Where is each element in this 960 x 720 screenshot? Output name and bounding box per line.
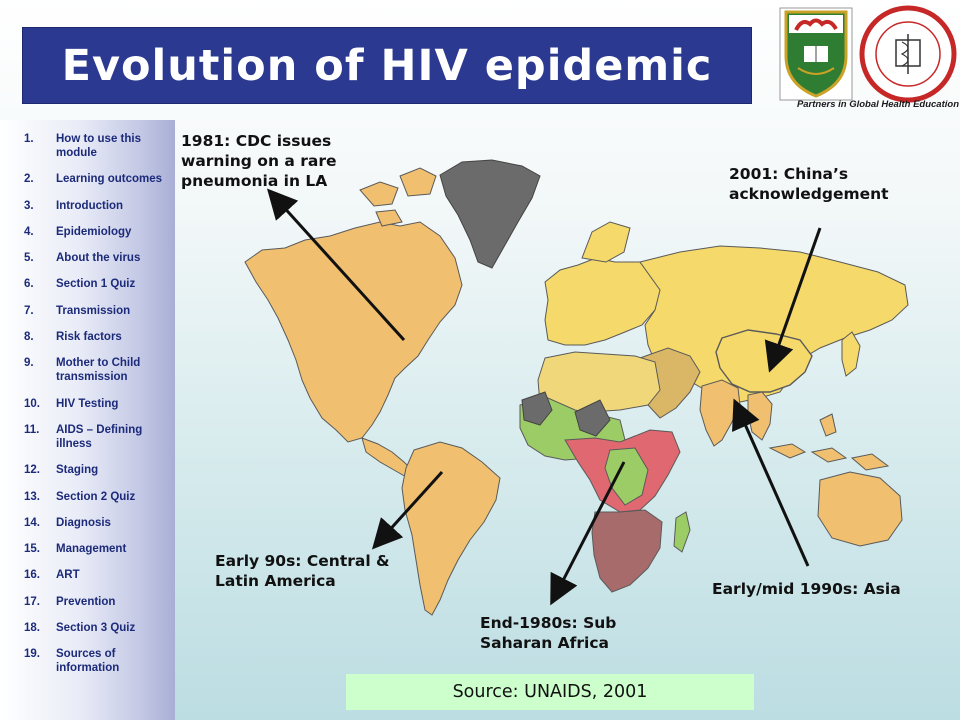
sidebar-item-label: ART	[56, 569, 80, 582]
sidebar-item-number: 9.	[24, 357, 34, 370]
sidebar-nav: 1. How to use this module 2. Learning outco…	[0, 120, 175, 720]
sidebar-item-art[interactable]: 16. ART	[24, 568, 169, 582]
sidebar-item-label: HIV Testing	[56, 397, 119, 410]
sidebar-item-section-3-quiz[interactable]: 18. Section 3 Quiz	[24, 621, 169, 635]
scandinavia	[581, 221, 631, 263]
south-america	[401, 441, 501, 616]
sidebar-item-number: 18.	[24, 622, 40, 635]
sidebar-item-transmission[interactable]: 7. Transmission	[24, 304, 169, 318]
sidebar-item-number: 11.	[24, 423, 40, 436]
sidebar-item-label: Learning outcomes	[56, 173, 163, 186]
sidebar-item-staging[interactable]: 12. Staging	[24, 463, 169, 477]
sidebar-item-how-to-use-this-module[interactable]: 1. How to use this module	[24, 132, 169, 160]
sidebar-item-number: 19.	[24, 648, 40, 661]
japan	[841, 331, 861, 377]
sidebar-item-label: Staging	[56, 464, 99, 477]
label-africa: End-1980s: Sub Saharan Africa	[480, 614, 617, 652]
sidebar-item-management[interactable]: 15. Management	[24, 542, 169, 556]
sidebar-item-label: About the virus	[56, 252, 141, 265]
sidebar-list: 1. How to use this module 2. Learning outco…	[24, 132, 169, 675]
sidebar-item-prevention[interactable]: 17. Prevention	[24, 595, 169, 609]
sidebar-item-number: 14.	[24, 516, 40, 529]
sidebar-item-number: 12.	[24, 464, 40, 477]
sidebar-item-label: Introduction	[56, 199, 124, 212]
label-asia: Early/mid 1990s: Asia	[712, 580, 901, 598]
sidebar-item-label: How to use this module	[56, 133, 141, 159]
label-china: 2001: China’s acknowledgement	[729, 165, 889, 203]
sidebar-item-aids-defining-illness[interactable]: 11. AIDS – Defining illness	[24, 423, 169, 451]
sidebar-item-label: Section 2 Quiz	[56, 490, 136, 503]
label-cdc: 1981: CDC issues warning on a rare pneum…	[181, 132, 337, 190]
sidebar-item-number: 4.	[24, 225, 34, 238]
sidebar-item-diagnosis[interactable]: 14. Diagnosis	[24, 516, 169, 530]
sidebar-item-label: AIDS – Defining illness	[56, 423, 143, 450]
sidebar-item-label: Transmission	[56, 304, 131, 317]
sidebar-item-label: Diagnosis	[56, 516, 111, 529]
sidebar-item-number: 8.	[24, 331, 34, 344]
sidebar-item-label: Epidemiology	[56, 225, 132, 238]
west-africa-grey	[521, 391, 611, 437]
india	[699, 379, 741, 447]
college-seal-logo	[859, 5, 957, 103]
page-title: Evolution of HIV epidemic	[61, 40, 713, 91]
sidebar-item-label: Section 1 Quiz	[56, 278, 136, 291]
europe	[544, 257, 663, 346]
sidebar-item-label: Sources of information	[56, 648, 120, 675]
sidebar-item-number: 16.	[24, 569, 40, 582]
sidebar-item-label: Prevention	[56, 595, 116, 608]
sidebar-item-label: Management	[56, 543, 127, 556]
sidebar-item-section-2-quiz[interactable]: 13. Section 2 Quiz	[24, 490, 169, 504]
sidebar-item-epidemiology[interactable]: 4. Epidemiology	[24, 225, 169, 239]
sidebar-item-about-the-virus[interactable]: 5. About the virus	[24, 251, 169, 265]
sidebar-item-number: 10.	[24, 397, 40, 410]
sidebar-item-label: Section 3 Quiz	[56, 622, 136, 635]
sidebar-item-hiv-testing[interactable]: 10. HIV Testing	[24, 397, 169, 411]
sidebar-item-number: 13.	[24, 490, 40, 503]
sidebar-item-learning-outcomes[interactable]: 2. Learning outcomes	[24, 172, 169, 186]
sidebar-item-number: 7.	[24, 304, 34, 317]
sidebar-item-introduction[interactable]: 3. Introduction	[24, 199, 169, 213]
sidebar-item-number: 17.	[24, 595, 40, 608]
crest-logo	[779, 7, 853, 101]
southern-africa	[591, 509, 663, 593]
logos	[779, 5, 957, 103]
sidebar-item-mother-to-child-transmission[interactable]: 9. Mother to Child transmission	[24, 356, 169, 384]
madagascar	[673, 511, 691, 553]
sidebar-item-label: Mother to Child transmission	[56, 357, 141, 384]
sidebar-item-number: 6.	[24, 278, 34, 291]
sidebar-item-sources-of-information[interactable]: 19. Sources of information	[24, 647, 169, 675]
sidebar-item-label: Risk factors	[56, 331, 122, 344]
sidebar-item-section-1-quiz[interactable]: 6. Section 1 Quiz	[24, 277, 169, 291]
sidebar-item-number: 3.	[24, 199, 34, 212]
north-america	[244, 221, 463, 443]
australia	[817, 471, 903, 547]
label-latin-america: Early 90s: Central & Latin America	[215, 552, 390, 590]
sidebar-item-number: 2.	[24, 173, 34, 186]
indonesia-islands	[768, 413, 890, 471]
partners-caption: Partners in Global Health Education	[796, 99, 959, 110]
sidebar-item-number: 15.	[24, 543, 40, 556]
sidebar-item-number: 5.	[24, 252, 34, 265]
greenland	[439, 159, 541, 269]
sidebar-item-risk-factors[interactable]: 8. Risk factors	[24, 330, 169, 344]
china	[715, 329, 813, 393]
source-caption: Source: UNAIDS, 2001	[346, 674, 754, 710]
southeast-asia	[747, 391, 773, 441]
title-banner: Evolution of HIV epidemic	[22, 27, 752, 104]
sidebar-item-number: 1.	[24, 133, 34, 145]
